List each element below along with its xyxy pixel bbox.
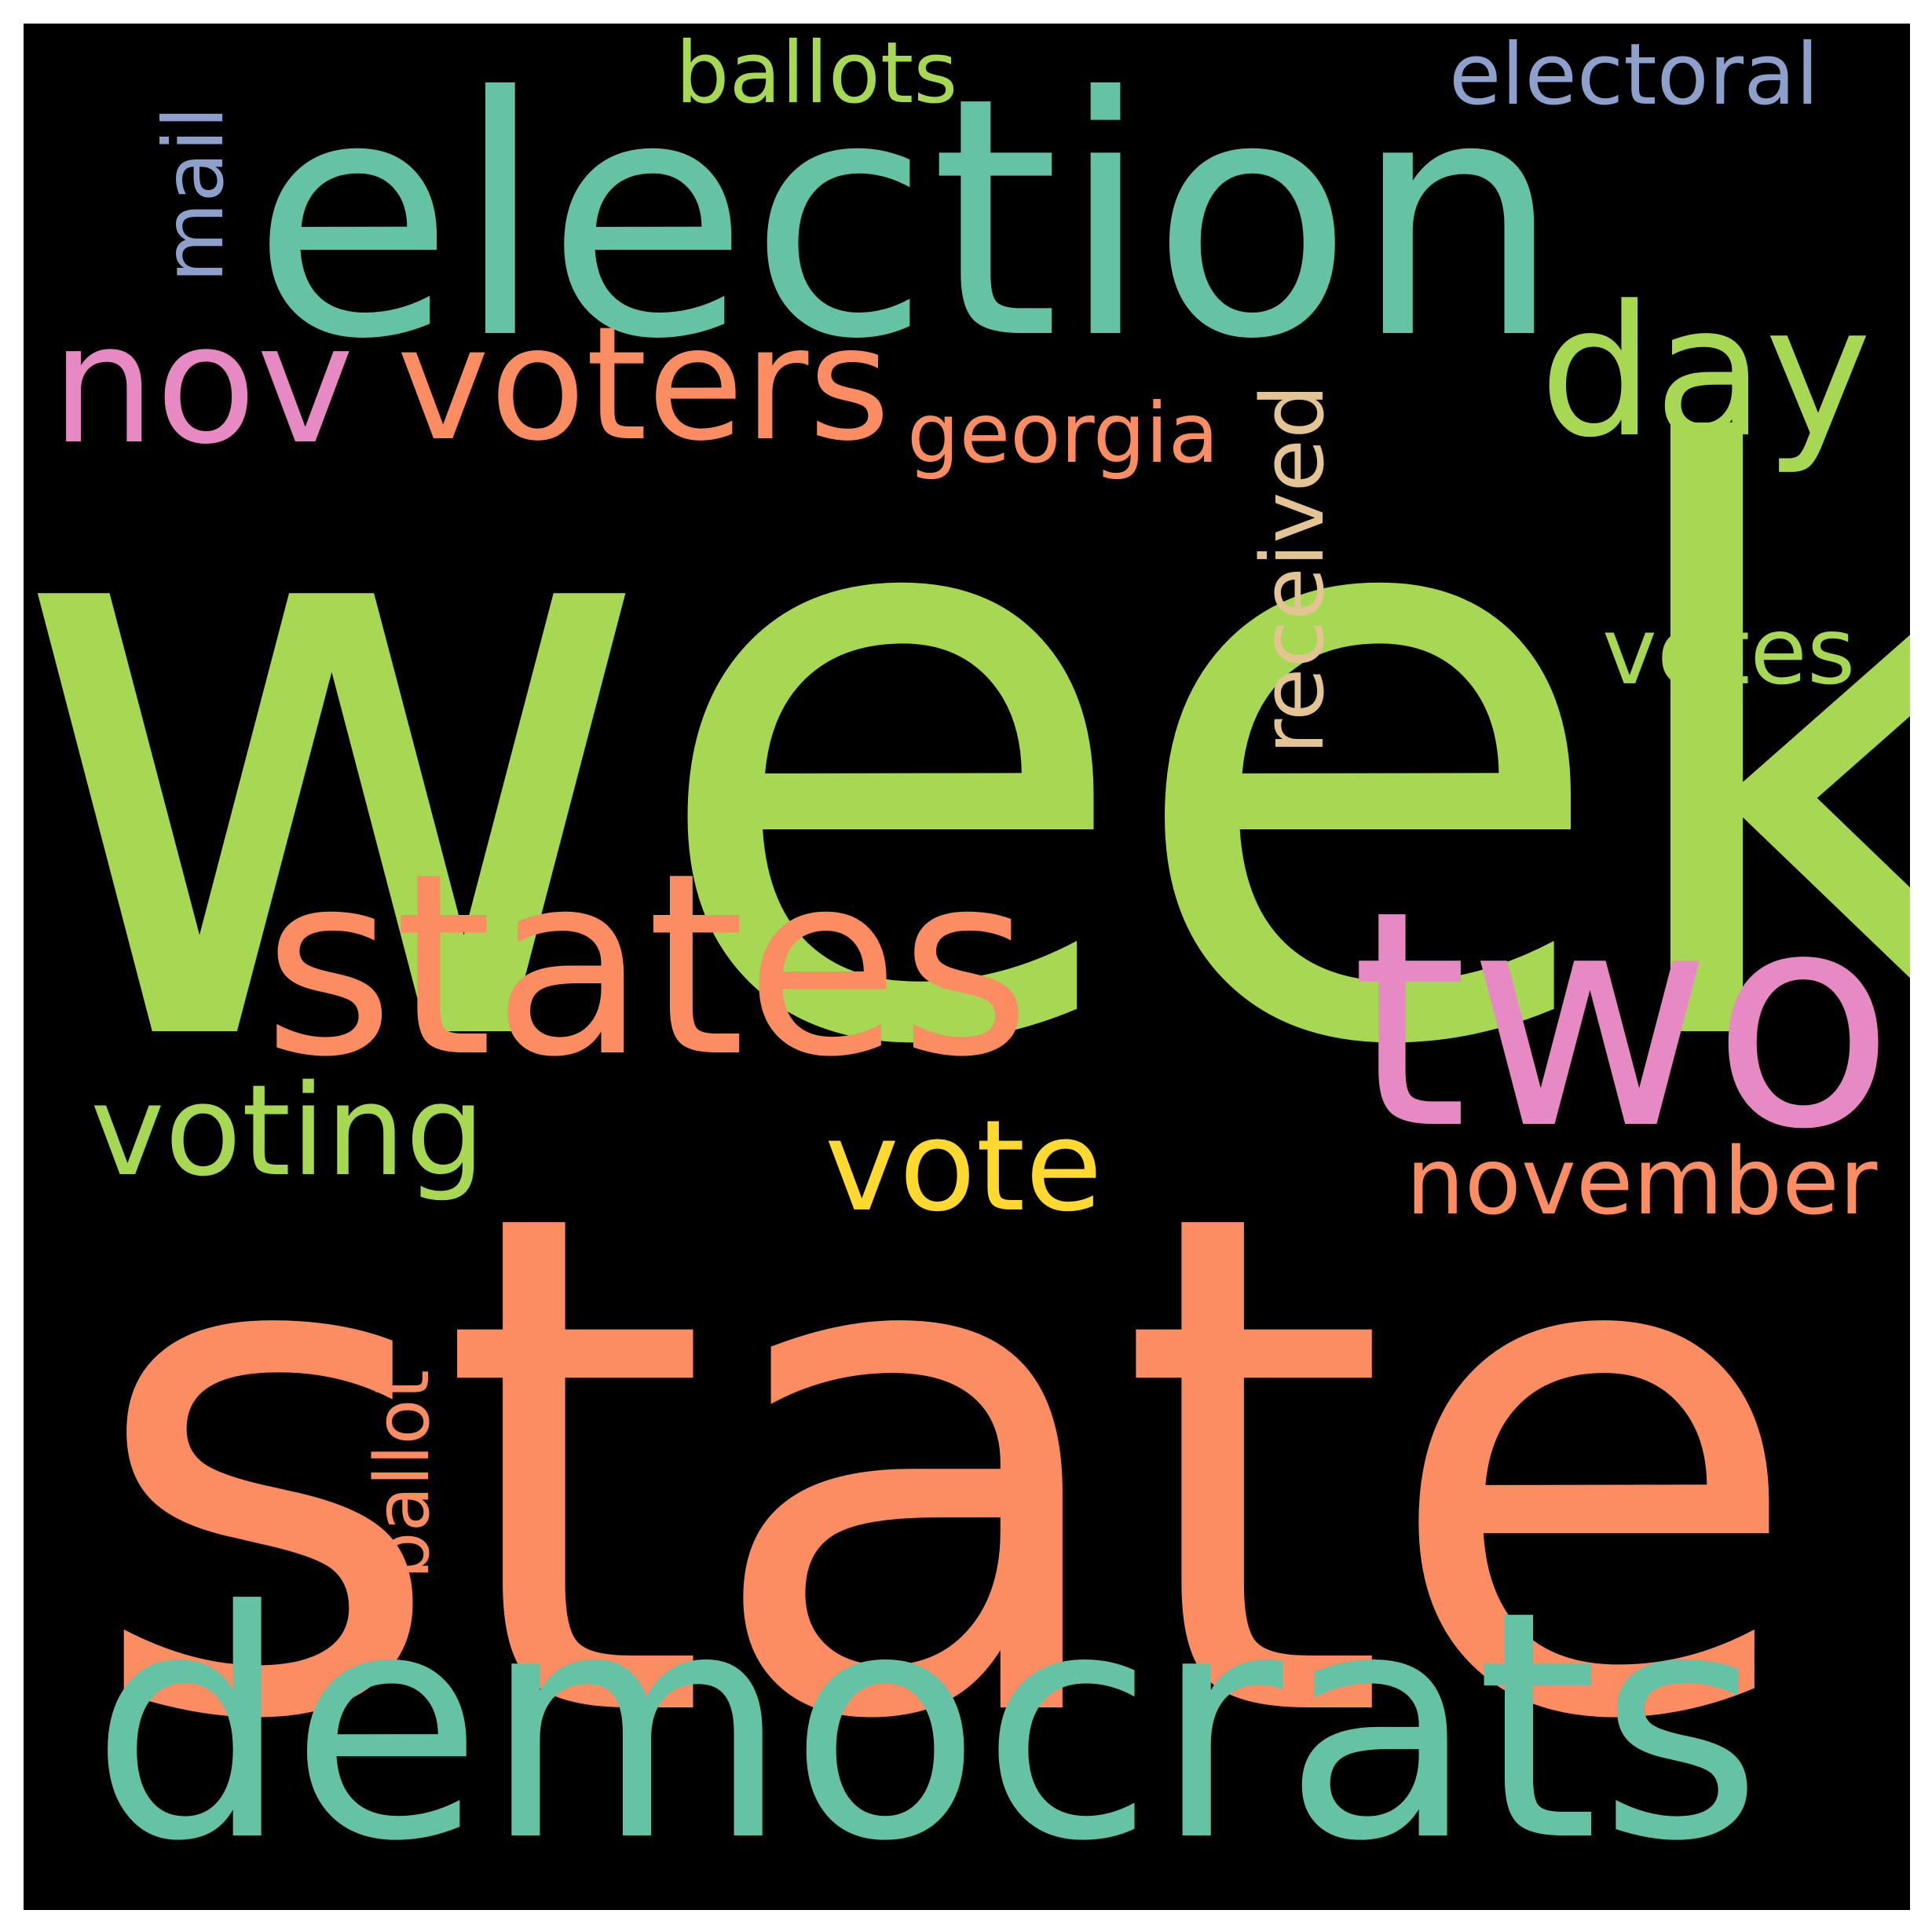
word-received: received — [1242, 384, 1343, 755]
word-state: state — [86, 1066, 1806, 1871]
word-ballots: ballots — [675, 24, 958, 123]
word-day: day — [1539, 268, 1872, 478]
word-vote: vote — [825, 1092, 1103, 1239]
word-electoral: electoral — [1449, 26, 1820, 124]
word-november: november — [1406, 1127, 1878, 1235]
word-election: election — [251, 27, 1562, 412]
word-cloud-panel: week state election democrats states two… — [24, 24, 1910, 1910]
word-mail: mail — [145, 106, 242, 283]
word-two: two — [1351, 847, 1895, 1195]
word-georgia: georgia — [907, 386, 1219, 481]
word-votes: votes — [1602, 597, 1856, 705]
word-nov: nov — [51, 288, 354, 481]
word-voters: voters — [397, 293, 891, 476]
word-states: states — [263, 820, 1031, 1112]
word-voting: voting — [90, 1057, 485, 1204]
word-democrats: democrats — [90, 1545, 1763, 1910]
word-week: week — [24, 287, 1910, 1220]
word-ballot: ballot — [359, 1370, 446, 1579]
